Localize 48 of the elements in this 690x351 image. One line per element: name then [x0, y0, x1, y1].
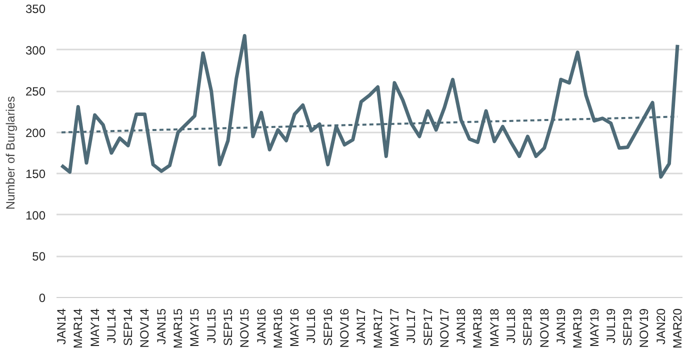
- y-tick-label: 150: [25, 167, 46, 182]
- y-tick-label: 50: [32, 250, 46, 264]
- x-tick-label: MAY18: [487, 308, 502, 347]
- x-tick-label: SEP17: [420, 308, 435, 346]
- x-tick-label: MAR16: [270, 308, 285, 349]
- x-tick-label: JAN14: [54, 308, 68, 345]
- x-tick-label: SEP18: [520, 308, 535, 346]
- y-tick-label: 300: [25, 43, 46, 58]
- x-tick-label: MAR18: [470, 308, 485, 349]
- x-tick-label: SEP15: [220, 308, 235, 346]
- x-tick-label: JUL16: [304, 308, 318, 344]
- x-tick-label: JUL15: [204, 308, 218, 344]
- x-tick-label: JAN20: [654, 308, 668, 345]
- x-tick-label: MAY19: [587, 308, 602, 347]
- y-tick-label: 250: [25, 84, 46, 99]
- y-tick-label: 0: [38, 291, 46, 305]
- x-tick-label: NOV17: [437, 308, 452, 348]
- x-tick-label: SEP16: [320, 308, 335, 346]
- x-tick-label: JAN19: [554, 308, 568, 345]
- x-tick-label: MAY16: [288, 308, 302, 347]
- x-tick-label: MAR14: [71, 308, 86, 349]
- x-tick-label: NOV15: [238, 308, 252, 348]
- x-tick-label: JUL19: [604, 308, 618, 344]
- x-tick-label: MAR20: [670, 308, 685, 349]
- x-tick-label: NOV18: [537, 308, 552, 348]
- y-tick-label: 350: [25, 2, 46, 16]
- y-axis-title: Number of Burglaries: [3, 96, 18, 210]
- x-tick-label: MAR15: [171, 308, 186, 349]
- line-series: [60, 34, 680, 179]
- x-tick-label: JUL17: [404, 308, 418, 344]
- x-tick-label: SEP19: [620, 308, 635, 346]
- x-tick-label: NOV19: [637, 308, 652, 348]
- x-tick-label: JAN15: [154, 308, 168, 345]
- x-tick-label: MAY14: [88, 308, 102, 347]
- x-tick-label: JAN18: [454, 308, 468, 345]
- x-tick-label: MAY15: [188, 308, 202, 347]
- x-tick-label: MAY17: [387, 308, 402, 347]
- y-tick-label: 100: [25, 208, 46, 222]
- x-tick-label: SEP14: [121, 308, 136, 346]
- x-tick-label: MAR17: [370, 308, 385, 349]
- x-tick-label: NOV16: [338, 308, 352, 348]
- x-tick-label: JAN16: [254, 308, 268, 345]
- x-tick-label: JUL18: [504, 308, 518, 344]
- x-tick-label: JUL14: [104, 308, 118, 344]
- x-tick-label: NOV14: [138, 308, 152, 348]
- x-tick-label: MAR19: [570, 308, 585, 349]
- y-tick-label: 200: [25, 126, 46, 140]
- x-tick-label: JAN17: [354, 308, 368, 345]
